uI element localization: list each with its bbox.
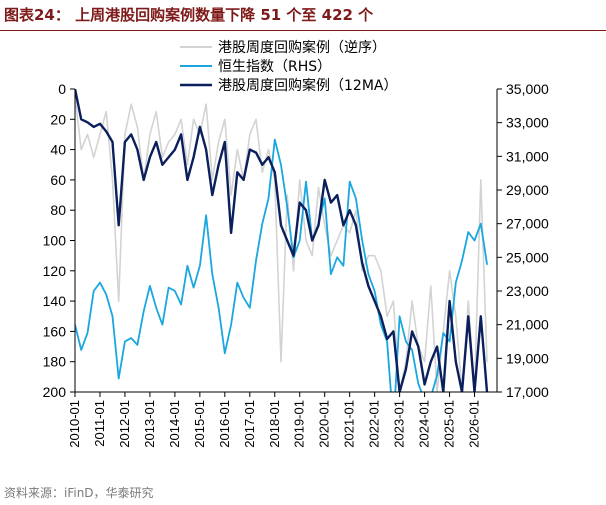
right-tick-label: 27,000 [506, 216, 549, 232]
right-tick-label: 19,000 [506, 350, 549, 366]
right-tick-label: 31,000 [506, 148, 549, 164]
x-tick-label: 2017-01 [242, 400, 257, 448]
series-ma12-line [75, 89, 489, 392]
left-tick-label: 0 [58, 81, 66, 97]
right-tick-label: 35,000 [506, 81, 549, 97]
x-tick-label: 2019-01 [292, 400, 307, 448]
x-tick-label: 2026-01 [467, 400, 482, 448]
left-tick-label: 60 [50, 172, 66, 188]
x-tick-label: 2024-01 [417, 400, 432, 448]
left-tick-label: 20 [50, 111, 66, 127]
left-tick-label: 180 [43, 354, 67, 370]
left-tick-label: 80 [50, 202, 66, 218]
x-tick-label: 2020-01 [317, 400, 332, 448]
series-cases-line [75, 95, 488, 392]
source-note: 资料来源：iFinD，华泰研究 [4, 486, 154, 500]
legend-label: 港股周度回购案例（逆序） [218, 39, 386, 56]
left-tick-label: 200 [43, 384, 67, 400]
x-tick-label: 2015-01 [192, 400, 207, 448]
right-tick-label: 29,000 [506, 182, 549, 198]
series-layer [75, 89, 489, 392]
x-tick-label: 2018-01 [267, 400, 282, 448]
axes-layer: 0 20 40 60 80 100 120 140 160 180 200 17,000 19,000 2… [43, 81, 549, 448]
right-tick-label: 33,000 [506, 115, 549, 131]
x-tick-label: 2016-01 [217, 400, 232, 448]
left-tick-label: 120 [43, 263, 67, 279]
x-tick-label: 2010-01 [67, 400, 82, 448]
left-tick-label: 140 [43, 293, 67, 309]
left-tick-label: 40 [50, 142, 66, 158]
legend: 港股周度回购案例（逆序） 恒生指数（RHS） 港股周度回购案例（12MA） [180, 39, 397, 94]
right-tick-label: 21,000 [506, 317, 549, 333]
right-tick-label: 17,000 [506, 384, 549, 400]
right-tick-label: 23,000 [506, 283, 549, 299]
x-tick-label: 2012-01 [117, 400, 132, 448]
legend-label: 港股周度回购案例（12MA） [218, 77, 397, 94]
series-hsi-line [75, 138, 488, 392]
x-tick-label: 2022-01 [367, 400, 382, 448]
left-tick-label: 100 [43, 233, 67, 249]
x-tick-label: 2011-01 [92, 400, 107, 447]
x-tick-label: 2013-01 [142, 400, 157, 448]
title-bar: 图表24： 上周港股回购案例数量下降 51 个至 422 个 [0, 0, 606, 31]
x-tick-label: 2021-01 [342, 400, 357, 448]
right-tick-label: 25,000 [506, 249, 549, 265]
left-tick-label: 160 [43, 323, 67, 339]
chart-title: 图表24： 上周港股回购案例数量下降 51 个至 422 个 [4, 6, 374, 24]
legend-label: 恒生指数（RHS） [218, 59, 331, 75]
x-tick-label: 2025-01 [442, 400, 457, 448]
x-tick-label: 2014-01 [167, 400, 182, 448]
x-tick-label: 2023-01 [392, 400, 407, 448]
